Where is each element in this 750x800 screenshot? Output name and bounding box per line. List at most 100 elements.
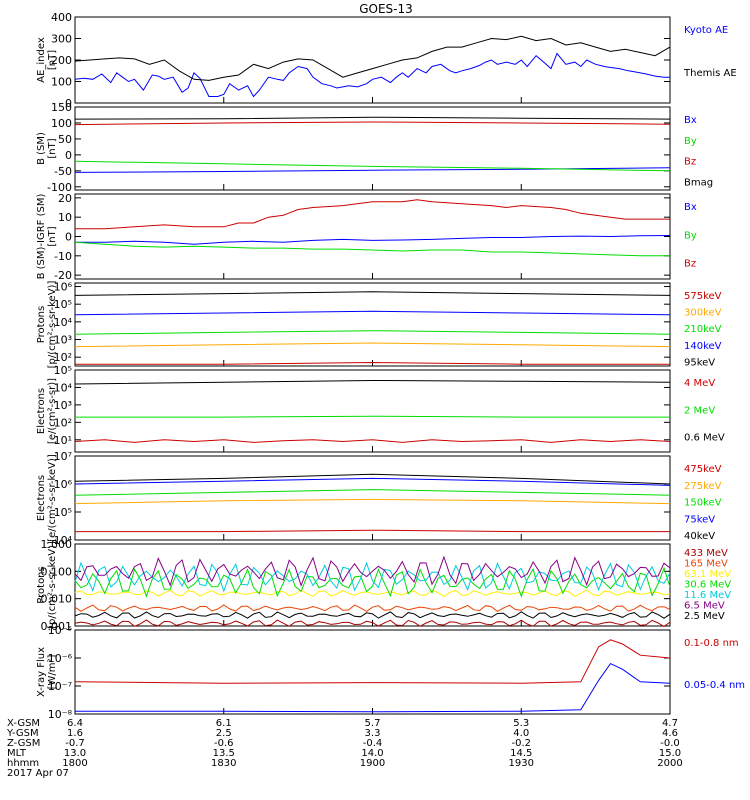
series-line <box>74 477 671 486</box>
legend-label: 2.5 MeV <box>684 611 725 622</box>
legend-label: Themis AE <box>683 68 737 79</box>
series-line <box>75 361 670 365</box>
legend-label: 11.6 MeV <box>684 590 731 601</box>
y-tick-label: 1.000 <box>41 538 73 551</box>
y-tick-label: 10⁻⁷ <box>48 680 72 693</box>
legend-label: 30.6 MeV <box>684 580 731 591</box>
y-tick-label: 10⁵ <box>54 364 72 377</box>
legend-label: 210keV <box>684 324 722 335</box>
series-line <box>74 116 671 120</box>
orbit-cell: 4.0 <box>513 728 529 739</box>
legend-label: 0.05-0.4 nm <box>684 680 745 691</box>
legend-label: 433 MeV <box>684 548 728 559</box>
legend-label: 165 MeV <box>684 559 728 570</box>
y-tick-label: 10⁴ <box>54 534 73 547</box>
y-tick-label: -100 <box>47 181 72 194</box>
series-line <box>74 167 671 173</box>
y-axis-label: AE_index[nT] <box>36 37 58 83</box>
y-tick-label: 10⁻⁵ <box>48 624 72 637</box>
orbit-cell: -0.0 <box>660 738 680 749</box>
legend-label: 475keV <box>684 464 722 475</box>
y-axis-label: Electrons[e/(cm²-s-sr)] <box>36 378 58 444</box>
legend-label: 0.6 MeV <box>684 433 725 444</box>
series-line <box>74 619 671 628</box>
y-tick-label: 10⁶ <box>54 281 73 294</box>
orbit-cell: 6.4 <box>67 718 83 729</box>
series-line <box>74 589 671 598</box>
legend-label: Bmag <box>684 177 713 188</box>
series-line <box>74 291 671 296</box>
series-line <box>75 235 671 245</box>
y-axis-label: B (SM)-IGRF (SM)[nT] <box>36 194 58 280</box>
y-tick-label: 100 <box>51 117 72 130</box>
y-tick-label: 10⁶ <box>54 478 73 491</box>
y-tick-label: 200 <box>51 54 72 67</box>
orbit-cell: 4.7 <box>662 718 678 729</box>
chart-title: GOES-13 <box>359 2 413 16</box>
legend-label: 63.1 MeV <box>684 569 731 580</box>
y-tick-label: -10 <box>54 250 72 263</box>
y-tick-label: 10⁻⁸ <box>48 708 73 721</box>
series-line <box>74 489 671 496</box>
series-line <box>75 529 670 533</box>
orbit-cell: -0.6 <box>214 738 234 749</box>
y-tick-label: 10² <box>54 351 72 364</box>
y-axis-label: B (SM)[nT] <box>36 132 58 165</box>
y-tick-label: 300 <box>51 33 72 46</box>
y-axis-label: Protons[p/(cm²-s-sr-keV)] <box>36 541 58 629</box>
legend-label: Bz <box>684 157 696 168</box>
orbit-cell: 2000 <box>657 758 682 769</box>
series-line <box>74 611 671 619</box>
orbit-cell: 15.0 <box>659 748 681 759</box>
series-line <box>74 160 671 172</box>
y-tick-label: 10³ <box>54 334 72 347</box>
y-tick-label: 10⁷ <box>54 450 72 463</box>
y-tick-label: 0 <box>65 231 72 244</box>
legend-label: Bx <box>684 115 697 126</box>
series-line <box>74 121 671 126</box>
panel-ae: 0 100 200 300 400 AE_index[nT] Kyoto AE Themis … <box>36 11 737 110</box>
legend-label: 75keV <box>684 514 715 525</box>
y-tick-label: 0.001 <box>41 620 73 633</box>
y-tick-label: -20 <box>54 269 72 282</box>
orbit-cell: 14.5 <box>510 748 532 759</box>
series-line <box>74 342 671 348</box>
series-line <box>75 662 671 713</box>
legend-label: 575keV <box>684 291 722 302</box>
legend-label: 275keV <box>684 481 722 492</box>
y-tick-label: 150 <box>51 101 72 114</box>
legend-label: Bx <box>684 202 697 213</box>
series-line <box>74 604 671 612</box>
orbit-cell: 14.0 <box>361 748 383 759</box>
panel-frame <box>74 455 671 541</box>
y-tick-label: 10¹ <box>54 434 72 447</box>
y-axis-label: Protons[p/(cm²-s-sr-keV)] <box>36 281 58 369</box>
orbit-cell: 5.3 <box>513 718 529 729</box>
y-tick-label: 0 <box>65 149 72 162</box>
legend-label: 6.5 MeV <box>684 601 725 612</box>
series-line <box>74 330 671 335</box>
series-line <box>74 566 671 598</box>
y-axis-label: X-ray Flux[W/m²] <box>36 647 58 697</box>
legend-label: 40keV <box>684 531 715 542</box>
legend-label: 2 MeV <box>684 405 715 416</box>
orbit-cell: 6.1 <box>216 718 232 729</box>
series-line <box>74 473 671 485</box>
legend-label: 4 MeV <box>684 378 715 389</box>
legend-label: By <box>684 136 697 147</box>
y-tick-label: 0.100 <box>41 565 73 578</box>
orbit-cell: -0.7 <box>65 738 85 749</box>
y-tick-label: 10³ <box>54 399 72 412</box>
panel-protons_sep: 0.001 0.010 0.100 1.000Protons[p/(cm²-s-sr-… <box>36 538 731 633</box>
series-line <box>74 310 671 316</box>
orbit-row-label: X-GSM <box>7 718 40 729</box>
orbit-row-label: MLT <box>7 748 27 759</box>
orbit-cell: 1800 <box>62 758 87 769</box>
panel-b_sm: -100 -50 0 50 100 150 B (SM)[nT] Bx By Bz Bmag <box>36 101 713 194</box>
orbit-row-label: Y-GSM <box>6 728 39 739</box>
orbit-cell: -0.2 <box>511 738 531 749</box>
y-tick-label: 10⁴ <box>54 316 73 329</box>
orbit-cell: 4.6 <box>662 728 678 739</box>
y-tick-label: 10⁻⁶ <box>48 652 73 665</box>
